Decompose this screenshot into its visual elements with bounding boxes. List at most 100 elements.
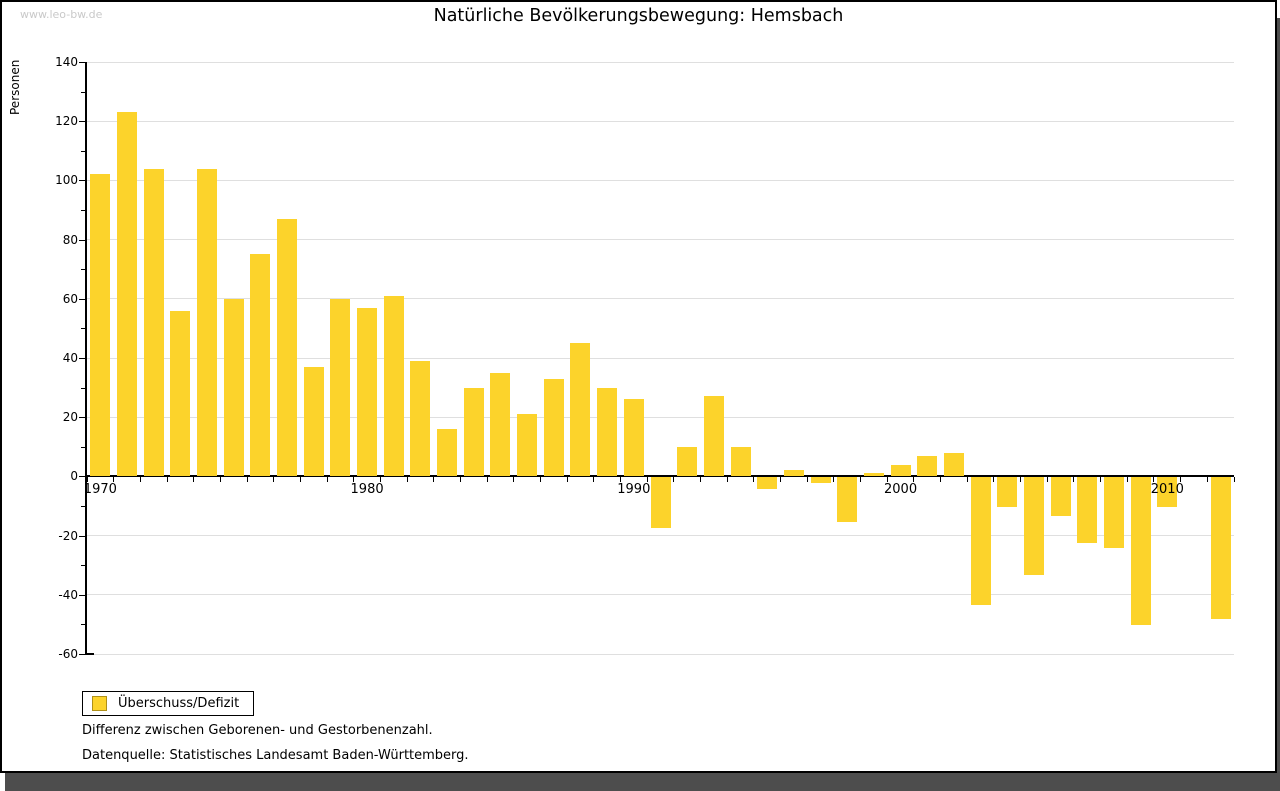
x-tick [166,477,168,483]
x-tick [993,477,995,483]
x-tick [326,477,328,483]
y-tick-0 [79,476,85,478]
y-tick-label-80: 80 [62,232,78,247]
y-tick-label--60: -60 [58,647,78,661]
bar-1979 [330,298,351,477]
y-tick-label--40: -40 [58,587,78,602]
bar-1998 [837,477,858,522]
x-tick [726,477,728,483]
footnote-source: Datenquelle: Statistisches Landesamt Bad… [82,748,469,763]
x-tick [1180,477,1182,483]
x-tick [700,477,701,483]
legend-label: Überschuss/Defizit [118,696,240,711]
x-tick [1100,477,1102,483]
bar-2002 [943,452,964,477]
x-tick [646,477,648,483]
x-tick [273,477,275,483]
x-tick [673,477,675,483]
chart-title: Natürliche Bevölkerungsbewegung: Hemsbac… [433,6,844,26]
bar-1985 [490,372,511,477]
y-tick-label--20: -20 [58,528,78,543]
legend-swatch [92,696,107,711]
legend: Überschuss/Defizit [82,691,255,716]
gridline-120 [87,120,1234,122]
y-tick-80 [79,239,85,241]
bar-2006 [1050,477,1071,516]
x-tick [486,477,488,483]
gridline-40 [87,357,1234,359]
x-tick [139,477,141,483]
x-tick [1020,477,1022,483]
watermark: www.leo-bw.de [20,8,103,21]
x-tick [566,477,568,483]
x-tick [193,477,195,483]
bar-2007 [1077,477,1098,543]
y-tick--10 [81,506,85,507]
bar-1981 [383,295,404,477]
y-tick-label-100: 100 [55,173,78,188]
bar-2004 [997,477,1018,507]
y-tick-label-120: 120 [55,114,78,129]
bar-1990 [623,399,644,477]
y-tick--60 [79,654,85,655]
y-tick-90 [81,210,85,211]
x-tick-label-1990: 1990 [617,482,651,498]
x-tick-label-2010: 2010 [1150,482,1184,498]
bar-1993 [703,396,724,477]
bar-1978 [303,366,324,477]
y-tick-10 [81,446,85,448]
y-tick--20 [79,535,85,537]
x-tick [913,477,915,483]
x-tick [86,477,88,483]
bar-1995 [757,477,778,490]
x-tick [1046,477,1048,483]
bar-1982 [410,360,431,477]
x-tick [299,477,301,483]
x-tick [940,477,942,483]
bar-1983 [437,429,458,477]
bar-1999 [863,473,884,477]
chart-page: www.leo-bw.de Natürliche Bevölkerungsbew… [0,0,1277,773]
x-tick [1153,477,1155,483]
x-tick [886,477,888,483]
y-axis-line [85,62,87,655]
bar-2005 [1023,477,1044,576]
x-tick-label-1980: 1980 [350,482,384,498]
bar-1989 [597,387,618,477]
bar-1977 [277,218,298,477]
y-tick-label-60: 60 [62,291,78,306]
bar-1991 [650,477,671,528]
bar-1984 [463,387,484,477]
y-axis-foot [85,653,94,655]
y-tick-label-40: 40 [62,351,78,365]
bar-1974 [197,168,218,477]
x-tick [860,477,862,483]
bar-1992 [677,446,698,477]
x-tick [1206,477,1208,483]
bar-1987 [543,378,564,477]
gridline--60 [87,653,1234,655]
x-tick [433,477,435,483]
footnote-description: Differenz zwischen Geborenen- und Gestor… [82,723,433,738]
x-tick-label-1970: 1970 [83,482,117,498]
x-tick [1233,477,1235,483]
x-axis-zero-line [87,475,1234,478]
bar-2009 [1130,477,1151,626]
bar-1976 [250,254,271,477]
bar-1971 [117,112,137,477]
y-tick-60 [79,298,85,300]
y-tick-50 [81,328,85,330]
x-tick [619,477,621,483]
x-tick [593,477,595,483]
gridline-80 [87,239,1234,241]
y-tick--50 [81,624,85,626]
bar-2001 [917,455,938,477]
y-tick-30 [81,387,85,389]
x-tick [246,477,248,483]
bar-2008 [1103,477,1124,549]
y-tick-130 [81,91,85,93]
bar-1972 [143,168,164,477]
gridline--40 [87,594,1234,596]
x-tick [833,477,835,483]
